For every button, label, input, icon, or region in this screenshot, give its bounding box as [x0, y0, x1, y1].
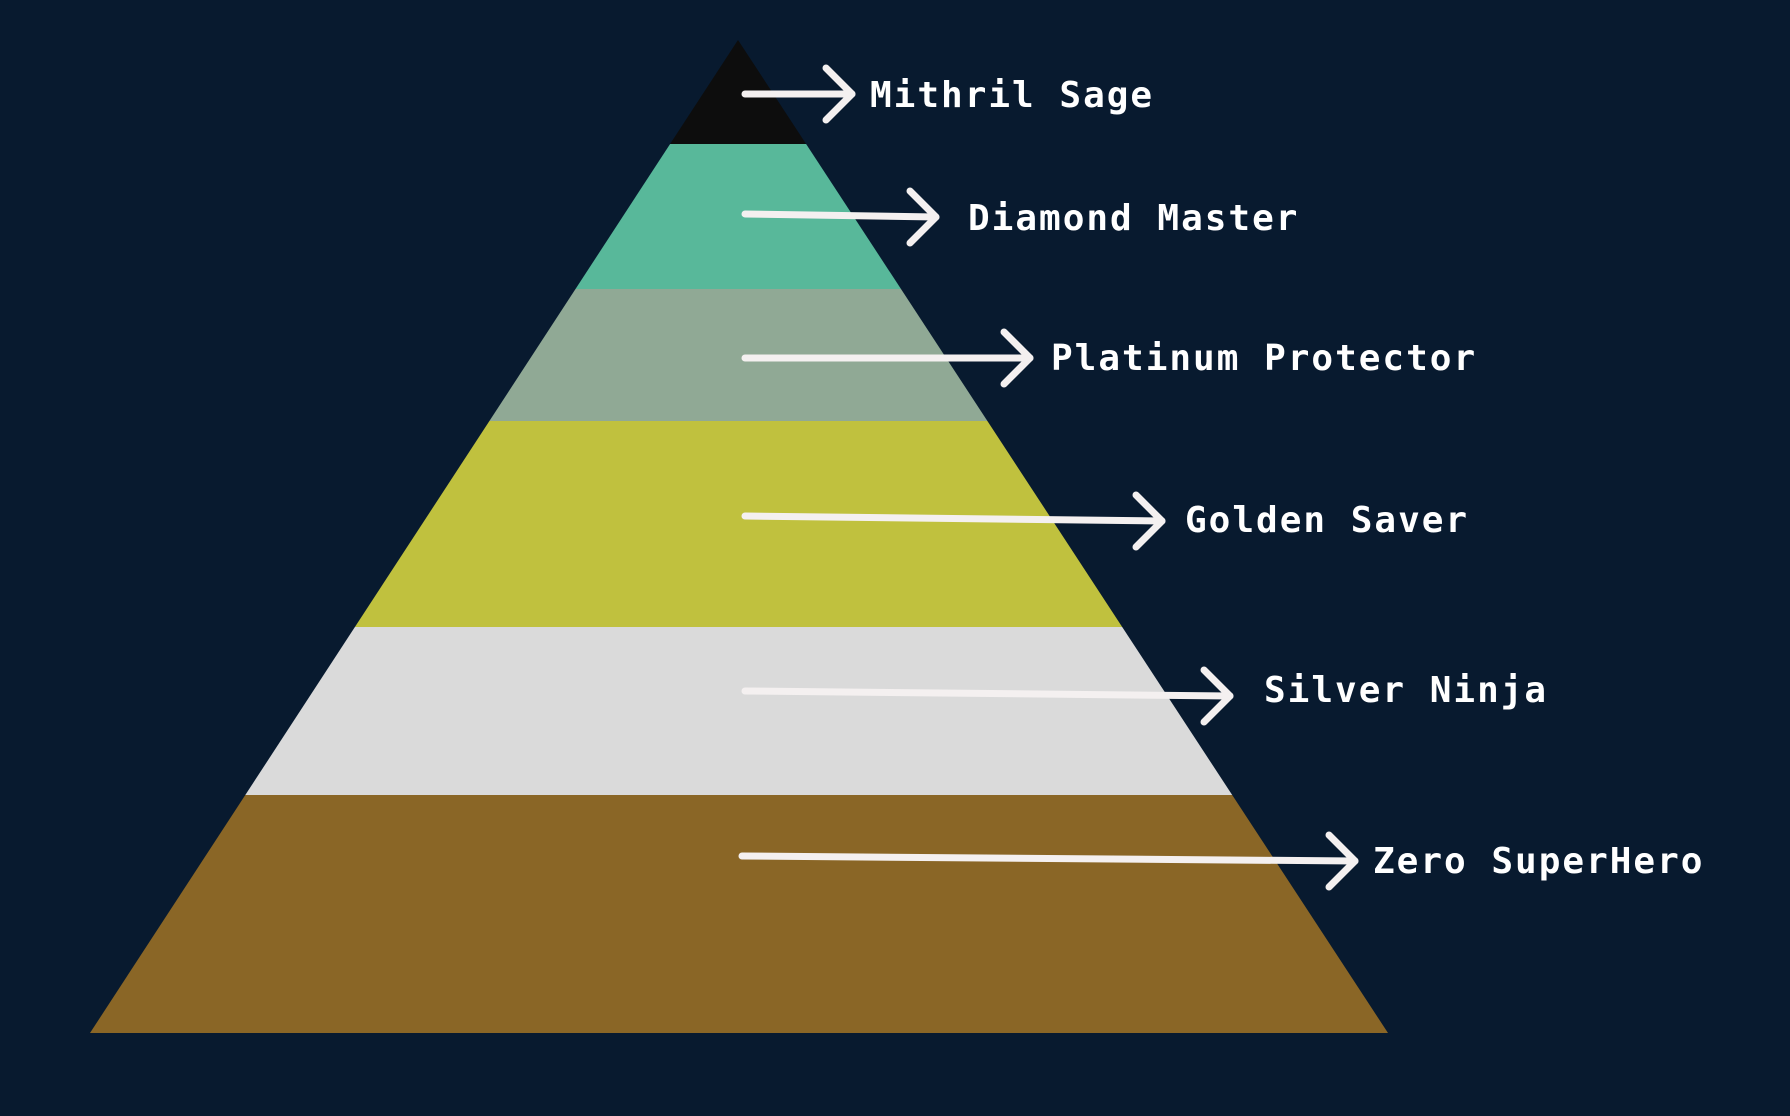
tier-6-label: Zero SuperHero [1373, 841, 1704, 882]
tier-3-label: Platinum Protector [1051, 338, 1477, 379]
labels-layer: Mithril Sage Diamond Master Platinum Prote… [870, 75, 1704, 882]
tier-2-label: Diamond Master [968, 198, 1299, 239]
tier-1-label: Mithril Sage [870, 75, 1154, 116]
tier-3-arrow-icon [741, 328, 1034, 388]
tier-5-band [245, 627, 1233, 795]
arrows-layer [738, 64, 1359, 891]
tier-1-band [670, 40, 807, 144]
tier-6-arrow-icon [738, 831, 1359, 891]
tier-2-band [575, 144, 901, 289]
tier-5-label: Silver Ninja [1264, 670, 1548, 711]
tier-6-band [90, 795, 1388, 1033]
tier-1-arrow-icon [741, 64, 856, 124]
tier-4-label: Golden Saver [1185, 500, 1469, 541]
tiers-layer [90, 40, 1388, 1033]
tier-5-arrow-icon [741, 666, 1234, 726]
tier-4-band [354, 421, 1123, 627]
tier-3-band [489, 289, 988, 421]
tier-2-arrow-icon [741, 187, 940, 247]
tier-4-arrow-icon [741, 491, 1166, 551]
